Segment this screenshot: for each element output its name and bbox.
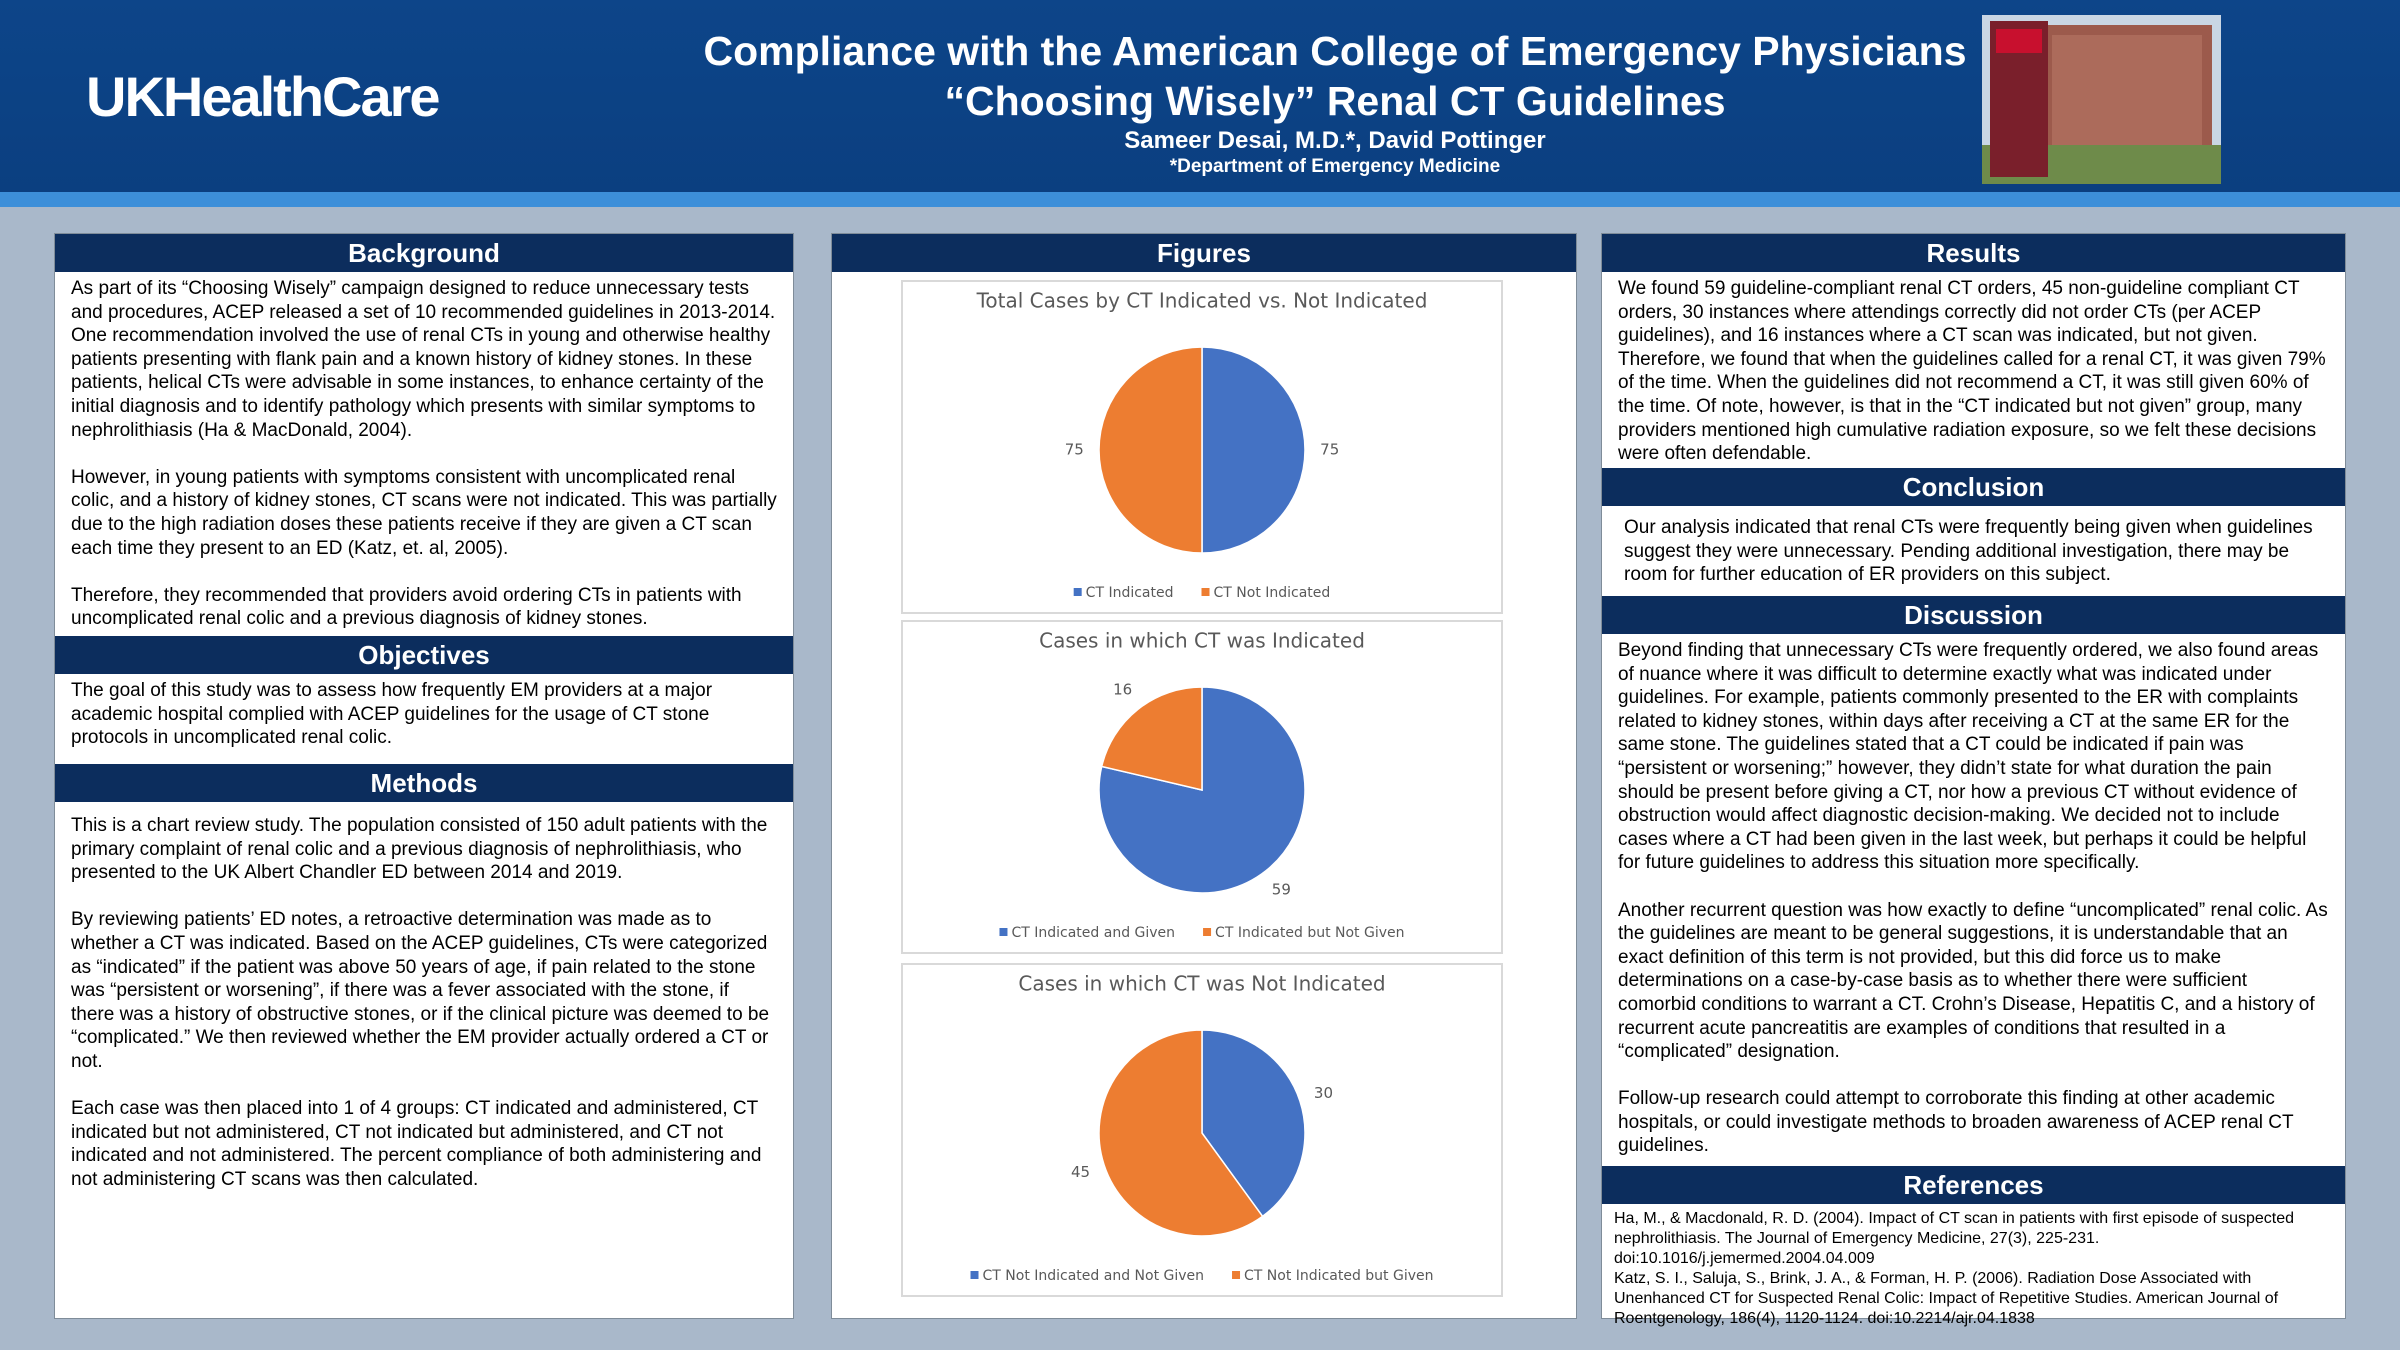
pie-slice — [1201, 346, 1306, 554]
data-label: 45 — [1071, 1163, 1090, 1181]
logo: UKHealthCare — [86, 65, 441, 128]
paragraph: As part of its “Choosing Wisely” campaig… — [71, 278, 776, 441]
section-heading: Results — [1602, 234, 2345, 272]
section-text: Our analysis indicated that renal CTs we… — [1602, 506, 2345, 596]
paragraph: Follow-up research could attempt to corr… — [1618, 1088, 2294, 1157]
paragraph: The goal of this study was to assess how… — [71, 680, 713, 749]
data-label: 75 — [1320, 441, 1339, 459]
data-label: 16 — [1113, 680, 1132, 698]
legend-swatch — [1203, 928, 1212, 936]
pie-chart: Total Cases by CT Indicated vs. Not Indi… — [976, 289, 1428, 602]
section-text: The goal of this study was to assess how… — [55, 674, 793, 764]
section-text: We found 59 guideline-compliant renal CT… — [1602, 272, 2345, 468]
legend-swatch — [1073, 588, 1082, 596]
header-strip — [0, 192, 2400, 207]
legend-label: CT Indicated but Not Given — [1215, 925, 1404, 941]
section-heading: Figures — [832, 234, 1576, 272]
chart-box: Cases in which CT was Indicated 59 16 CT In… — [901, 620, 1503, 954]
data-label: 30 — [1314, 1084, 1333, 1102]
paragraph: By reviewing patients’ ED notes, a retro… — [71, 909, 770, 1072]
section-text: As part of its “Choosing Wisely” campaig… — [55, 272, 793, 636]
paragraph: Beyond finding that unnecessary CTs were… — [1618, 640, 2319, 874]
paragraph: This is a chart review study. The popula… — [71, 815, 768, 884]
chart-title: Cases in which CT was Not Indicated — [1018, 972, 1385, 996]
legend-swatch — [1201, 588, 1210, 596]
data-label: 75 — [1065, 441, 1084, 459]
pie-slice — [1098, 686, 1306, 894]
title-line: Compliance with the American College of … — [703, 28, 1967, 74]
pie-slice — [1098, 346, 1203, 554]
section-heading: Background — [55, 234, 793, 272]
paragraph: Each case was then placed into 1 of 4 gr… — [71, 1098, 762, 1190]
section-heading: Discussion — [1602, 596, 2345, 634]
paragraph: We found 59 guideline-compliant renal CT… — [1618, 278, 2326, 465]
legend-label: CT Not Indicated and Not Given — [983, 1268, 1205, 1284]
legend-label: CT Indicated — [1086, 585, 1174, 601]
section-text: Ha, M., & Macdonald, R. D. (2004). Impac… — [1602, 1204, 2345, 1329]
pie-slice — [1201, 1029, 1306, 1218]
paragraph: Therefore, they recommended that provide… — [71, 584, 742, 630]
section-heading: Conclusion — [1602, 468, 2345, 506]
title-line: “Choosing Wisely” Renal CT Guidelines — [944, 78, 1726, 124]
data-label: 59 — [1272, 881, 1291, 899]
reference: Ha, M., & Macdonald, R. D. (2004). Impac… — [1614, 1210, 2295, 1267]
legend-swatch — [970, 1271, 979, 1279]
reference: Katz, S. I., Saluja, S., Brink, J. A., &… — [1614, 1270, 2279, 1327]
legend-label: CT Not Indicated but Given — [1244, 1268, 1433, 1284]
section-heading: References — [1602, 1166, 2345, 1204]
affiliation: *Department of Emergency Medicine — [1169, 156, 1501, 177]
chart-box: Cases in which CT was Not Indicated 30 45 C… — [901, 963, 1503, 1297]
section-heading: Objectives — [55, 636, 793, 674]
legend-label: CT Not Indicated — [1214, 585, 1331, 601]
paragraph: Our analysis indicated that renal CTs we… — [1624, 517, 2313, 586]
section-heading: Methods — [55, 764, 793, 802]
paragraph: Another recurrent question was how exact… — [1618, 899, 2328, 1063]
authors: Sameer Desai, M.D.*, David Pottinger — [1124, 127, 1546, 154]
legend-swatch — [999, 928, 1008, 936]
right-column: Results We found 59 guideline-compliant … — [1601, 233, 2346, 1327]
chart-box: Total Cases by CT Indicated vs. Not Indi… — [901, 280, 1503, 614]
pie-slice — [1100, 686, 1203, 791]
legend-label: CT Indicated and Given — [1011, 925, 1175, 941]
left-column: Background As part of its “Choosing Wise… — [54, 233, 794, 1319]
pie-slice — [1098, 1029, 1264, 1237]
hospital-photo — [1982, 15, 2221, 184]
section-text: This is a chart review study. The popula… — [55, 802, 793, 1215]
chart-title: Cases in which CT was Indicated — [1039, 629, 1365, 653]
legend-swatch — [1232, 1271, 1241, 1279]
pie-chart: Cases in which CT was Indicated 59 16 CT In… — [999, 629, 1405, 941]
chart-title: Total Cases by CT Indicated vs. Not Indi… — [976, 289, 1428, 313]
section-text: Beyond finding that unnecessary CTs were… — [1602, 634, 2345, 1166]
paragraph: However, in young patients with symptoms… — [71, 466, 777, 559]
pie-chart: Cases in which CT was Not Indicated 30 45 C… — [970, 972, 1434, 1284]
